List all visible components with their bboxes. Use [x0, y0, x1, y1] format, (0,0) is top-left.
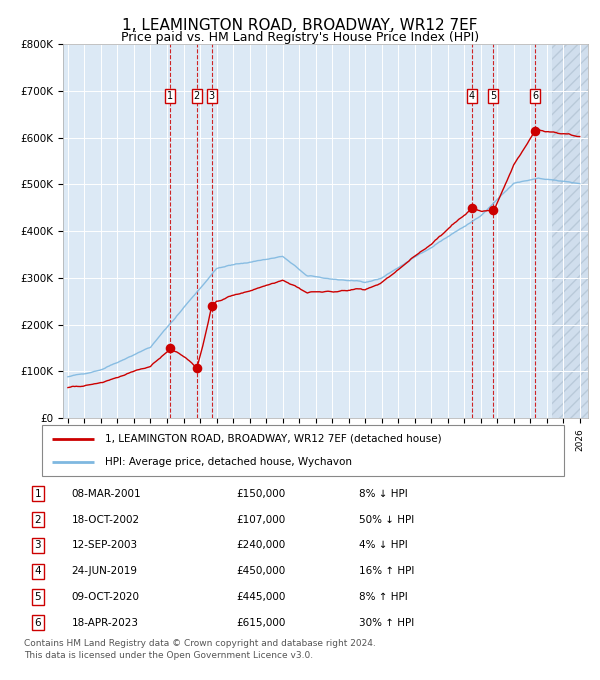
- Text: 16% ↑ HPI: 16% ↑ HPI: [359, 566, 414, 576]
- Text: HPI: Average price, detached house, Wychavon: HPI: Average price, detached house, Wych…: [104, 457, 352, 467]
- Text: 50% ↓ HPI: 50% ↓ HPI: [359, 515, 414, 524]
- Text: Price paid vs. HM Land Registry's House Price Index (HPI): Price paid vs. HM Land Registry's House …: [121, 31, 479, 44]
- Text: 1: 1: [35, 489, 41, 498]
- Text: 3: 3: [209, 90, 215, 101]
- Text: 1, LEAMINGTON ROAD, BROADWAY, WR12 7EF: 1, LEAMINGTON ROAD, BROADWAY, WR12 7EF: [122, 18, 478, 33]
- Text: 09-OCT-2020: 09-OCT-2020: [71, 592, 139, 602]
- Text: 6: 6: [532, 90, 538, 101]
- Text: This data is licensed under the Open Government Licence v3.0.: This data is licensed under the Open Gov…: [24, 651, 313, 660]
- Text: 5: 5: [35, 592, 41, 602]
- Text: 30% ↑ HPI: 30% ↑ HPI: [359, 618, 414, 628]
- Text: £445,000: £445,000: [236, 592, 286, 602]
- Point: [488, 205, 498, 216]
- Point: [467, 203, 477, 214]
- Text: 4: 4: [35, 566, 41, 576]
- Text: 08-MAR-2001: 08-MAR-2001: [71, 489, 141, 498]
- Point: [530, 125, 540, 136]
- Text: £107,000: £107,000: [236, 515, 285, 524]
- Text: 8% ↑ HPI: 8% ↑ HPI: [359, 592, 407, 602]
- Text: Contains HM Land Registry data © Crown copyright and database right 2024.: Contains HM Land Registry data © Crown c…: [24, 639, 376, 648]
- Text: £615,000: £615,000: [236, 618, 286, 628]
- Bar: [551, 44, 596, 418]
- Text: £240,000: £240,000: [236, 541, 285, 550]
- Point: [166, 343, 175, 354]
- Text: 5: 5: [490, 90, 497, 101]
- Text: 1: 1: [167, 90, 173, 101]
- Text: 2: 2: [194, 90, 200, 101]
- Text: 24-JUN-2019: 24-JUN-2019: [71, 566, 137, 576]
- Text: 12-SEP-2003: 12-SEP-2003: [71, 541, 137, 550]
- Text: 4: 4: [469, 90, 475, 101]
- Text: 8% ↓ HPI: 8% ↓ HPI: [359, 489, 407, 498]
- Text: 18-APR-2023: 18-APR-2023: [71, 618, 139, 628]
- Text: £450,000: £450,000: [236, 566, 285, 576]
- Text: 6: 6: [35, 618, 41, 628]
- Text: 1, LEAMINGTON ROAD, BROADWAY, WR12 7EF (detached house): 1, LEAMINGTON ROAD, BROADWAY, WR12 7EF (…: [104, 434, 441, 444]
- Point: [192, 362, 202, 373]
- Text: 4% ↓ HPI: 4% ↓ HPI: [359, 541, 407, 550]
- Text: 3: 3: [35, 541, 41, 550]
- Point: [207, 301, 217, 311]
- Text: £150,000: £150,000: [236, 489, 285, 498]
- Text: 18-OCT-2002: 18-OCT-2002: [71, 515, 140, 524]
- Text: 2: 2: [35, 515, 41, 524]
